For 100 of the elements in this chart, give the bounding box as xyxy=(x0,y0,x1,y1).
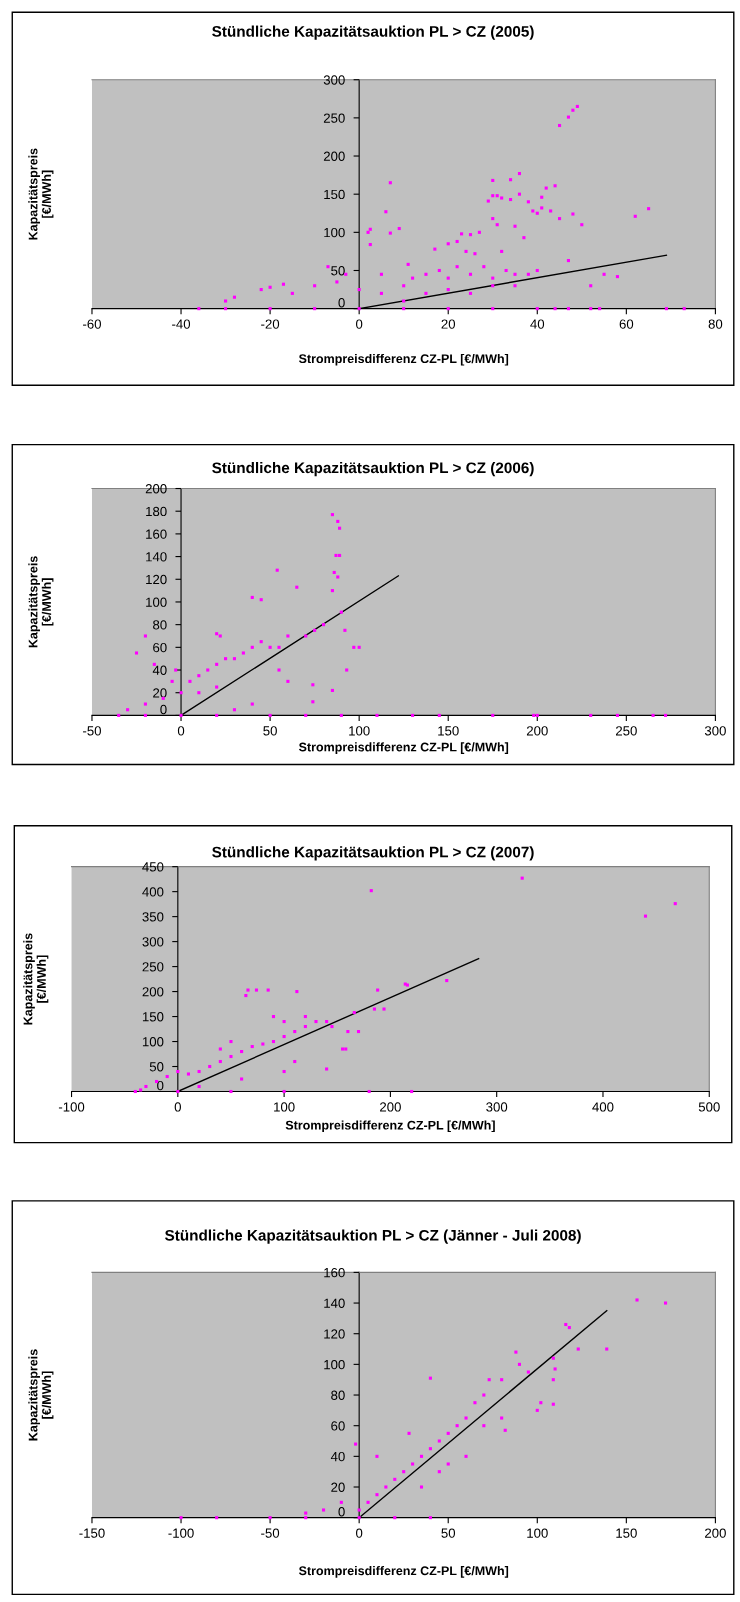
point xyxy=(215,1516,219,1520)
point xyxy=(514,1350,518,1354)
chart-title: Stündliche Kapazitätsauktion PL > CZ (2006) xyxy=(212,461,534,477)
x-tick-label: 100 xyxy=(349,726,370,736)
point xyxy=(254,988,259,992)
point xyxy=(366,1500,370,1504)
point xyxy=(282,1019,286,1024)
point xyxy=(240,1049,244,1054)
x-tick-label: 500 xyxy=(698,1102,720,1112)
x-tick-label: 300 xyxy=(704,726,726,736)
x-tick-label: -60 xyxy=(83,319,101,329)
point xyxy=(564,1322,568,1327)
y-tick-label: 20 xyxy=(153,688,167,698)
point xyxy=(144,1084,148,1089)
point xyxy=(165,1074,169,1079)
x-tick-label: 150 xyxy=(616,1528,637,1538)
x-tick-label: 0 xyxy=(177,726,185,736)
point xyxy=(293,1059,297,1064)
point xyxy=(197,1084,201,1089)
point xyxy=(271,1015,276,1019)
x-tick-label: 200 xyxy=(705,1528,726,1538)
point xyxy=(464,1454,468,1458)
point xyxy=(304,1511,308,1515)
point xyxy=(354,1442,358,1446)
point xyxy=(339,1500,343,1504)
point xyxy=(567,1326,571,1330)
point xyxy=(663,1301,668,1305)
point xyxy=(346,1029,350,1034)
point xyxy=(282,1069,286,1074)
x-axis-title: Strompreisdifferenz CZ-PL [€/MWh] xyxy=(298,353,509,366)
x-tick-label: 20 xyxy=(441,319,456,329)
point xyxy=(605,1347,609,1351)
point xyxy=(551,1378,555,1382)
point xyxy=(428,1447,432,1451)
point xyxy=(303,1015,307,1019)
chart-title: Stündliche Kapazitätsauktion PL > CZ (Jänner - Juli 2008) xyxy=(164,1229,581,1244)
x-tick-label: 40 xyxy=(530,319,545,329)
point xyxy=(384,1485,388,1489)
y-tick-label: 350 xyxy=(142,912,164,922)
point xyxy=(303,1024,307,1029)
x-tick-label: 50 xyxy=(263,726,277,736)
x-tick-label: 50 xyxy=(441,1528,456,1538)
point xyxy=(229,1039,233,1044)
point xyxy=(176,1089,180,1094)
point xyxy=(304,1516,308,1520)
y-tick-label: 0 xyxy=(160,704,167,715)
point xyxy=(240,1077,244,1081)
y-tick-label: 0 xyxy=(338,1507,345,1517)
point xyxy=(229,1054,233,1059)
point xyxy=(344,1047,348,1051)
x-tick-label: 0 xyxy=(356,319,363,329)
point xyxy=(218,1047,222,1051)
point xyxy=(250,1044,254,1049)
y-tick-label: 200 xyxy=(142,987,164,997)
chart-title: Stündliche Kapazitätsauktion PL > CZ (2005) xyxy=(212,25,534,40)
x-axis-title: Strompreisdifferenz CZ-PL [€/MWh] xyxy=(298,742,509,754)
point xyxy=(357,1516,361,1520)
x-tick-label: -100 xyxy=(168,1528,194,1538)
point xyxy=(455,1424,459,1428)
point xyxy=(411,1462,415,1466)
point xyxy=(500,1416,504,1420)
point xyxy=(208,1064,212,1069)
point xyxy=(261,1042,265,1046)
point xyxy=(266,988,270,992)
y-tick-label: 140 xyxy=(324,1298,345,1308)
x-tick-label: 0 xyxy=(174,1102,181,1112)
y-tick-label: 100 xyxy=(146,597,167,607)
point xyxy=(419,1485,424,1489)
point xyxy=(437,1470,441,1474)
point xyxy=(330,1024,334,1029)
point xyxy=(410,1089,414,1094)
point xyxy=(295,990,299,994)
y-tick-label: 400 xyxy=(142,887,164,897)
point xyxy=(520,876,524,880)
point xyxy=(314,1019,318,1024)
x-tick-label: 300 xyxy=(486,1102,508,1112)
y-tick-label: 60 xyxy=(153,642,167,653)
point xyxy=(517,1362,522,1366)
x-tick-label: -50 xyxy=(261,1528,280,1538)
point xyxy=(218,1059,222,1064)
point xyxy=(437,1439,441,1443)
point xyxy=(282,1034,286,1039)
point xyxy=(553,1367,557,1371)
x-tick-label: -100 xyxy=(58,1102,85,1112)
point xyxy=(393,1516,397,1520)
y-tick-label: 100 xyxy=(324,227,345,238)
y-tick-label: 300 xyxy=(323,75,345,85)
y-axis-title: Kapazitätspreis [€/MWh] xyxy=(28,148,54,240)
y-axis-title: Kapazitätspreis [€/MWh] xyxy=(23,933,49,1025)
y-tick-label: 120 xyxy=(324,1329,345,1339)
point xyxy=(179,1516,183,1520)
point xyxy=(428,1516,432,1520)
y-tick-label: 160 xyxy=(146,529,167,539)
point xyxy=(539,1401,543,1405)
y-tick-label: 150 xyxy=(324,189,345,200)
point xyxy=(635,1298,639,1302)
point xyxy=(428,1376,432,1380)
point xyxy=(393,1477,397,1481)
point xyxy=(402,1470,406,1474)
point xyxy=(341,1047,345,1051)
